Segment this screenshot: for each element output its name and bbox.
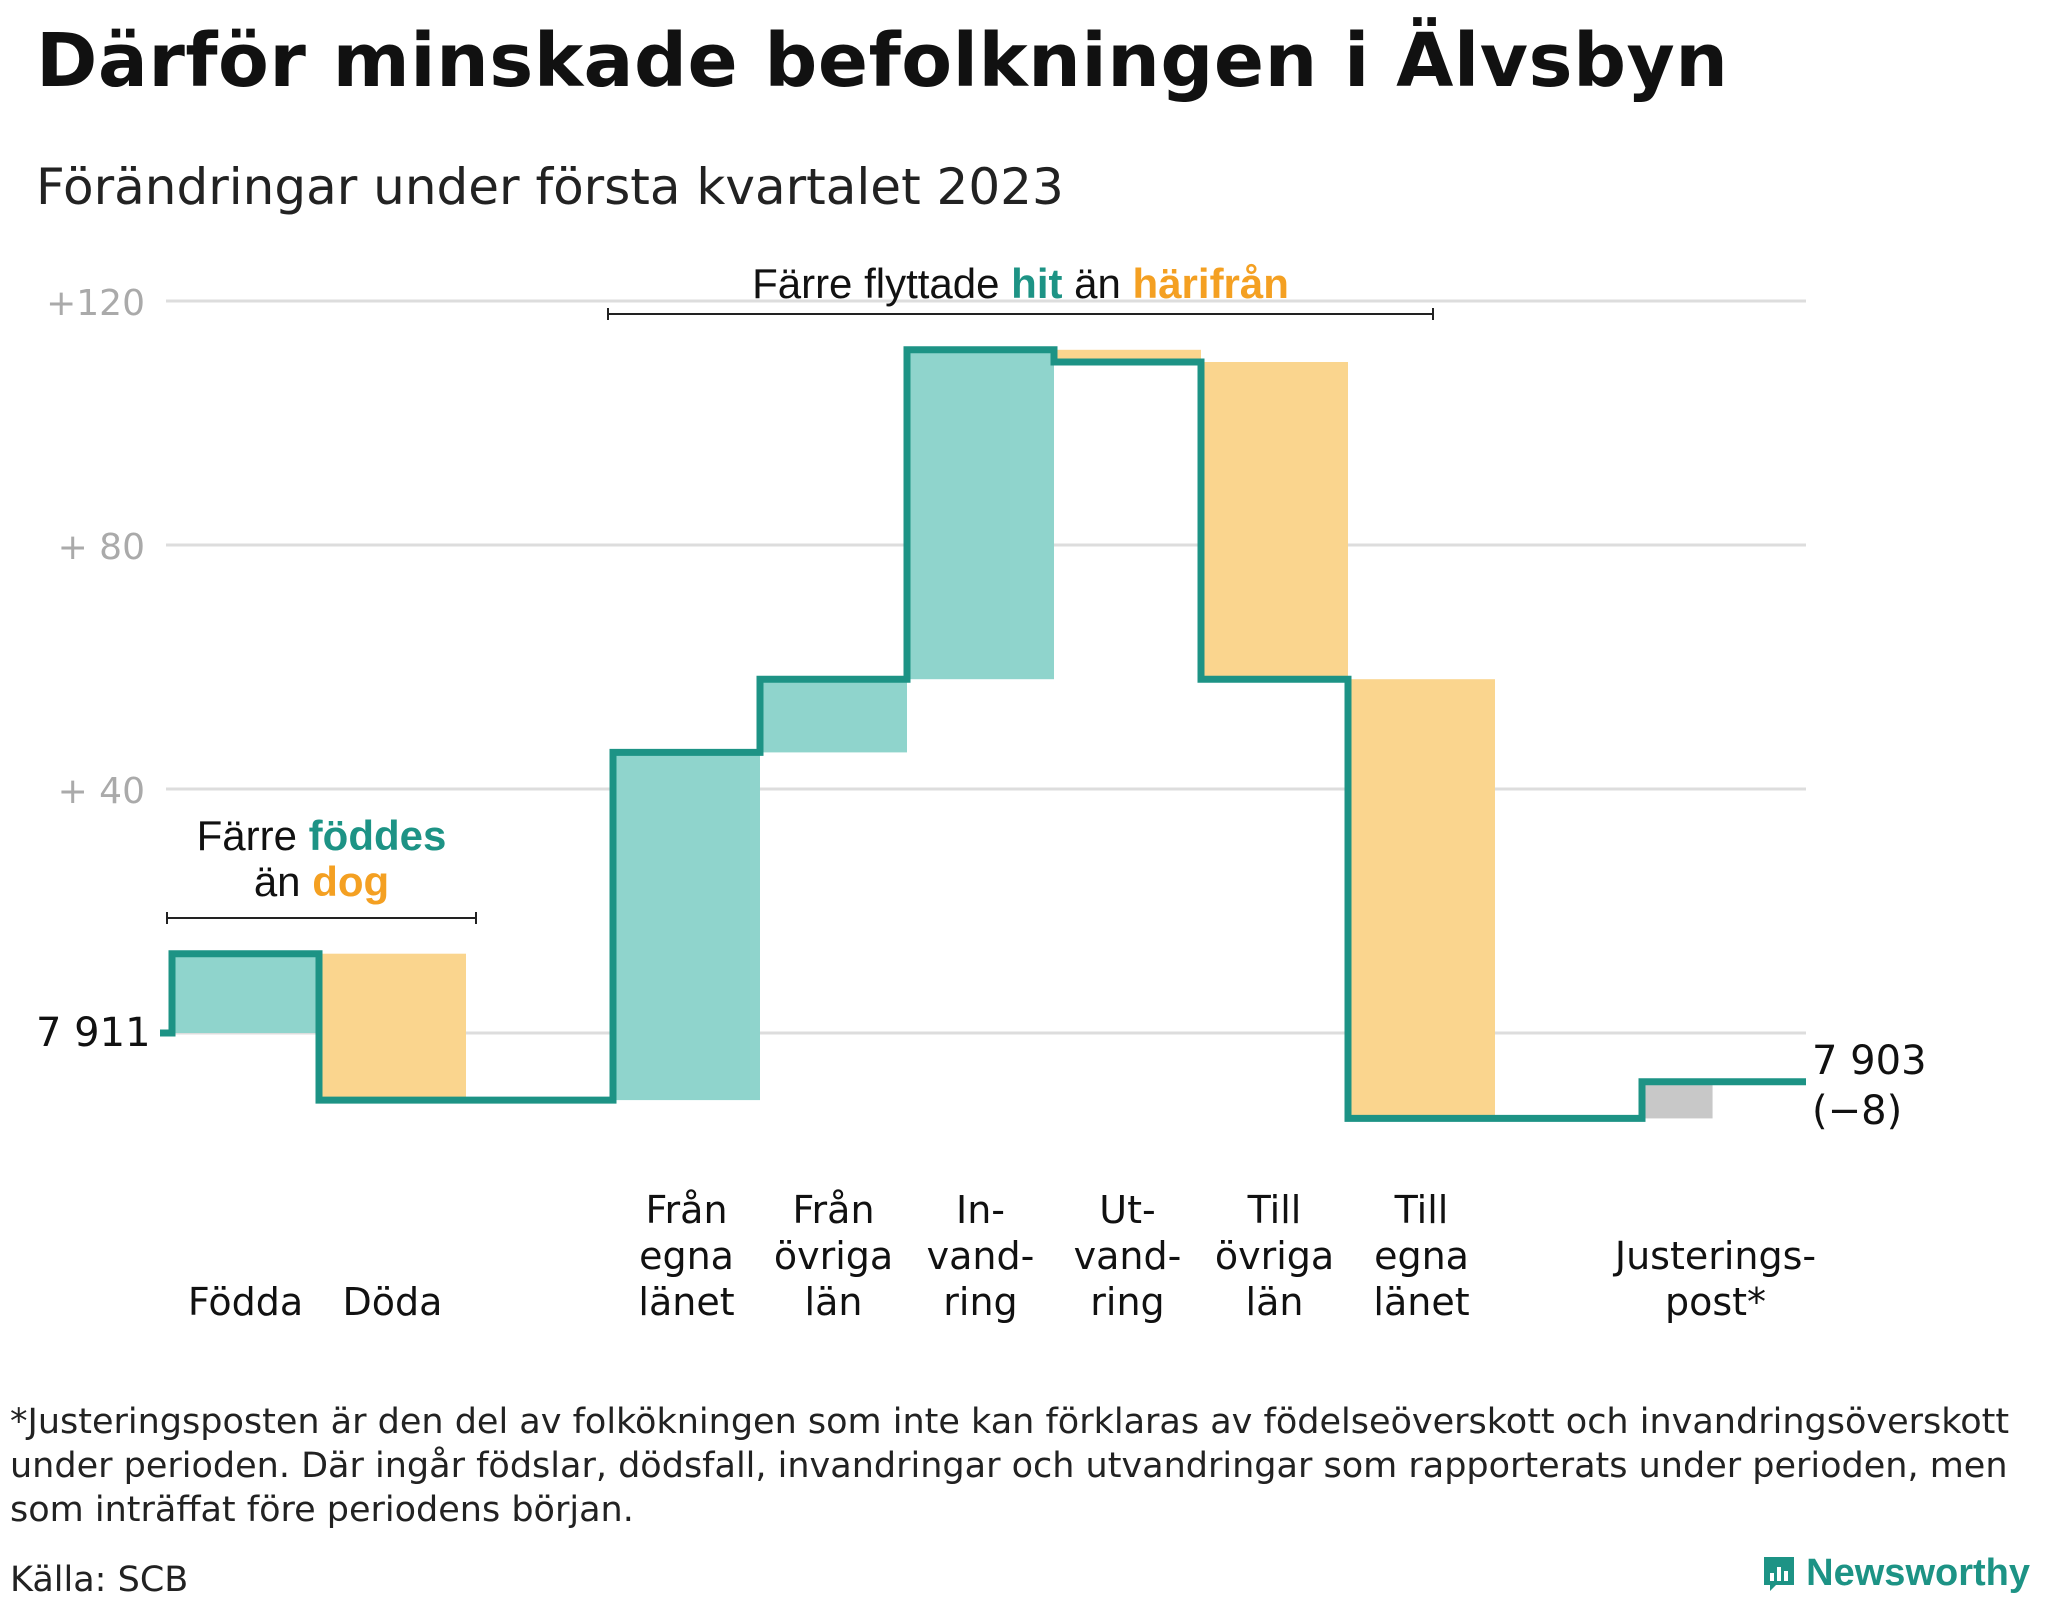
category-label: vand- <box>1074 1234 1182 1278</box>
waterfall-bar <box>1642 1081 1713 1119</box>
category-label: län <box>805 1280 863 1324</box>
start-value-label: 7 911 <box>36 1010 151 1056</box>
category-label: länet <box>1373 1280 1469 1324</box>
y-tick-label: +120 <box>46 283 145 324</box>
category-label: ring <box>943 1280 1017 1324</box>
annotation-births-line2: än dog <box>254 858 389 905</box>
running-total-line <box>160 346 1806 1122</box>
category-label: Ut- <box>1099 1188 1155 1232</box>
category-label: Till <box>1247 1188 1302 1232</box>
end-value-label: 7 903 <box>1812 1038 1927 1084</box>
category-label: Justerings- <box>1613 1234 1816 1278</box>
footnote: *Justeringsposten är den del av folkökni… <box>10 1402 2010 1530</box>
category-label: Döda <box>343 1280 443 1324</box>
annotation-births-line1: Färre föddes <box>197 812 447 859</box>
chart-title: Därför minskade befolkningen i Älvsbyn <box>36 18 1729 104</box>
category-label: Från <box>645 1188 727 1232</box>
category-label: länet <box>638 1280 734 1324</box>
y-tick-label: + 40 <box>58 771 145 812</box>
category-label: övriga <box>1215 1234 1334 1278</box>
chart-subtitle: Förändringar under första kvartalet 2023 <box>36 158 1064 216</box>
category-label: Till <box>1394 1188 1449 1232</box>
waterfall-bar <box>1348 679 1495 1119</box>
category-label: Födda <box>188 1280 303 1324</box>
waterfall-bar <box>760 679 907 753</box>
newsworthy-logo-icon <box>1764 1556 1795 1591</box>
category-label: post* <box>1665 1280 1766 1324</box>
waterfall-bar <box>1201 362 1348 680</box>
category-label: Från <box>792 1188 874 1232</box>
waterfall-bar <box>613 752 760 1101</box>
brand-logo[interactable]: Newsworthy <box>1762 1552 2030 1595</box>
end-change-label: (−8) <box>1812 1088 1902 1134</box>
category-label: In- <box>956 1188 1005 1232</box>
waterfall-bar <box>319 953 466 1101</box>
category-label: län <box>1246 1280 1304 1324</box>
category-label: vand- <box>927 1234 1035 1278</box>
source-label: Källa: SCB <box>10 1560 189 1600</box>
category-label: övriga <box>774 1234 893 1278</box>
category-label: egna <box>639 1234 734 1278</box>
waterfall-bar <box>907 349 1054 680</box>
category-label: ring <box>1090 1280 1164 1324</box>
waterfall-bar <box>172 953 319 1033</box>
brand-name: Newsworthy <box>1806 1552 2030 1594</box>
annotation-migration: Färre flyttade hit än härifrån <box>752 260 1289 307</box>
category-label: egna <box>1374 1234 1469 1278</box>
y-tick-label: + 80 <box>58 527 145 568</box>
